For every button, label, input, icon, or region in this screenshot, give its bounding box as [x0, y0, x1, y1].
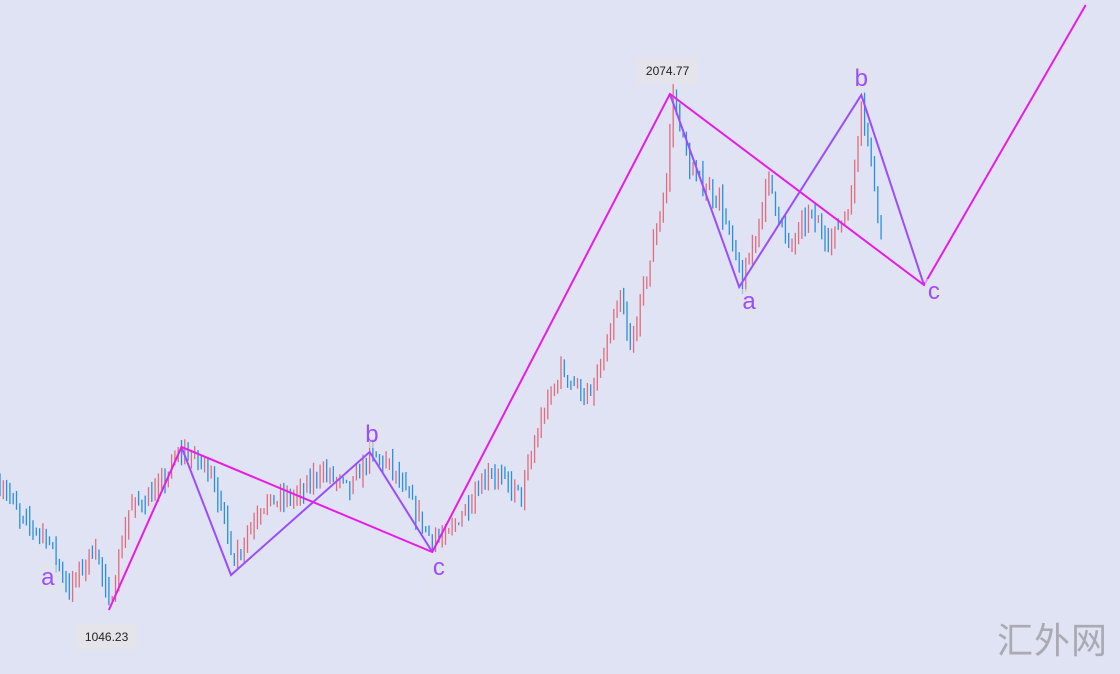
watermark-logo: 汇外网	[996, 621, 1108, 662]
wave-label: a	[739, 289, 759, 316]
primary-wave-line	[107, 4, 1087, 611]
wave-label: b	[362, 422, 382, 449]
wave-lines	[107, 4, 1087, 611]
wave-label: b	[851, 65, 871, 92]
price-callout: 2074.77	[636, 58, 699, 84]
price-callout: 1046.23	[75, 624, 138, 650]
price-bars	[0, 84, 882, 606]
wave-label: a	[38, 565, 58, 591]
wave-label: c	[924, 279, 943, 306]
sub-wave-line	[180, 446, 434, 577]
wave-label: c	[429, 554, 448, 581]
